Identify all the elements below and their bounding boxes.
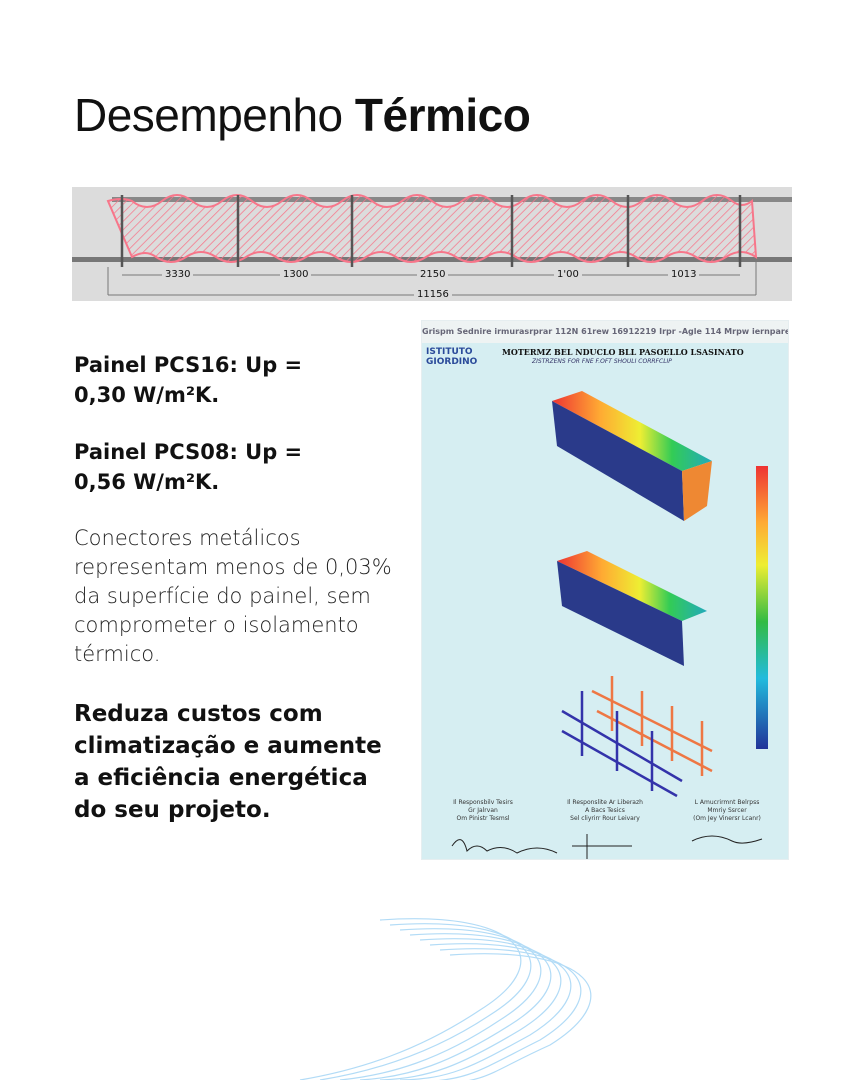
- institute-logo: ISTITUTO GIORDINO: [426, 347, 478, 367]
- pcs16-spec: Painel PCS16: Up = 0,30 W/m²K.: [74, 353, 303, 407]
- report-subtitle: ZISTRZENS FOR FNE F.OFT SHOULI CORRFCLIP: [532, 358, 672, 365]
- connectors-text: Conectores metálicos representam menos d…: [74, 526, 392, 666]
- signatures: [451, 834, 763, 859]
- signature-block: L Amucrirmnt Belrpss Mmriy Ssrcer (Om Jey …: [693, 799, 761, 822]
- dimension-label: 1300: [280, 269, 312, 280]
- signature-block: Il Responslite Ar Liberazh A Bacs Tesics S…: [567, 799, 643, 822]
- thermal-report-image: Grispm Sednire irmurasrprar 112N 61rew 1…: [421, 320, 789, 860]
- dimension-label: 3330: [162, 269, 194, 280]
- report-title: MOTERMZ BEL NDUCLO BLL PASOELLO LSASINAT…: [502, 347, 744, 357]
- dimension-label: 1013: [668, 269, 700, 280]
- total-dimension-label: 11156: [414, 289, 452, 300]
- dimension-label: 1'00: [554, 269, 582, 280]
- thermal-simulation-renders: [552, 391, 768, 798]
- dimension-label: 2150: [417, 269, 449, 280]
- cta-text: Reduza custos com climatização e aumente…: [74, 701, 382, 823]
- report-header: Grispm Sednire irmurasrprar 112N 61rew 1…: [422, 321, 788, 343]
- panel-cross-section-diagram: 3330 1300 2150 1'00 1013 11156: [72, 187, 792, 301]
- page-title: Desempenho Térmico: [74, 89, 531, 141]
- decorative-wave: [299, 918, 592, 1080]
- pcs08-spec: Painel PCS08: Up = 0,56 W/m²K.: [74, 440, 303, 494]
- signature-block: Il Responsbilv Tesirs Gr Jalrvan Om Pinist…: [453, 799, 513, 822]
